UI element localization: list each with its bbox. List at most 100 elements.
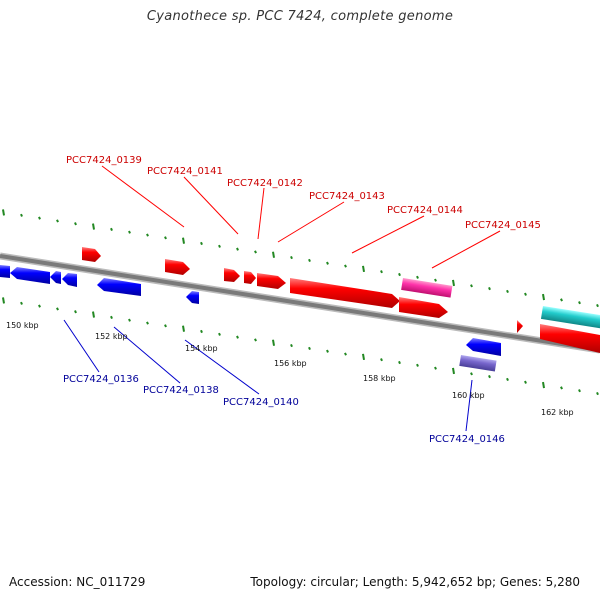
scale-label: 154 kbp (185, 344, 218, 353)
tick-mark (362, 353, 365, 361)
forward-gene[interactable] (290, 278, 400, 308)
tick-mark (74, 310, 77, 314)
tick-mark (38, 216, 41, 220)
reverse-gene[interactable] (50, 271, 61, 284)
rna-gene-purple[interactable] (459, 355, 497, 372)
tick-mark (434, 278, 437, 282)
tick-mark (200, 329, 203, 334)
genome-backbone (0, 252, 600, 354)
tick-mark (92, 223, 95, 230)
gene-label-pcc7424-0141[interactable]: PCC7424_0141 (147, 166, 223, 177)
tick-mark (290, 256, 293, 260)
reverse-gene[interactable] (62, 273, 77, 287)
tick-mark (146, 233, 149, 237)
tick-mark (506, 377, 509, 382)
forward-gene[interactable] (244, 271, 256, 284)
tick-mark (344, 352, 347, 356)
tick-mark (128, 318, 131, 322)
tick-mark (596, 303, 599, 308)
tick-mark (578, 389, 581, 393)
tick-mark (524, 380, 527, 384)
forward-gene[interactable] (224, 268, 240, 282)
gene-label-pcc7424-0136[interactable]: PCC7424_0136 (63, 374, 139, 385)
tick-mark (20, 301, 23, 305)
gene-label-pcc7424-0142[interactable]: PCC7424_0142 (227, 178, 303, 189)
tick-mark (146, 321, 149, 325)
tick-mark (56, 219, 59, 223)
forward-gene[interactable] (399, 297, 448, 318)
gene-label-pcc7424-0143[interactable]: PCC7424_0143 (309, 191, 385, 202)
reverse-gene[interactable] (186, 291, 199, 304)
reverse-tick-marks (2, 297, 599, 396)
forward-gene[interactable] (82, 247, 101, 262)
tick-mark (542, 293, 545, 301)
tick-mark (20, 213, 23, 217)
gene-label-pcc7424-0139[interactable]: PCC7424_0139 (66, 155, 142, 166)
tick-mark (560, 298, 563, 302)
tick-mark (272, 251, 275, 258)
gene-label-pcc7424-0146[interactable]: PCC7424_0146 (429, 434, 505, 445)
tick-mark (164, 236, 167, 240)
tick-mark (398, 272, 401, 277)
tick-mark (506, 289, 509, 294)
tick-mark (542, 381, 545, 389)
forward-genes (82, 247, 600, 353)
tick-mark (110, 315, 113, 319)
scale-label: 150 kbp (6, 321, 39, 330)
tick-mark (452, 367, 455, 375)
forward-tick-marks (2, 209, 599, 308)
tick-mark (200, 241, 203, 246)
tick-mark (326, 349, 329, 353)
tick-mark (380, 270, 383, 274)
tick-mark (398, 360, 401, 365)
forward-gene[interactable] (257, 273, 286, 289)
tick-mark (290, 344, 293, 348)
reverse-gene[interactable] (10, 267, 50, 284)
tick-mark (254, 250, 257, 254)
tick-mark (578, 301, 581, 305)
rna-gene-cyan[interactable] (540, 306, 600, 329)
genome-title: Cyanothece sp. PCC 7424, complete genome (146, 9, 454, 24)
tick-mark (2, 297, 5, 304)
tick-mark (434, 366, 437, 370)
gene-label-pcc7424-0144[interactable]: PCC7424_0144 (387, 205, 463, 216)
forward-leader-lines (101, 165, 501, 269)
tick-mark (182, 237, 185, 244)
tick-mark (92, 311, 95, 318)
tick-mark (38, 304, 41, 308)
tick-mark (488, 375, 491, 379)
tick-mark (470, 372, 473, 376)
tick-mark (452, 279, 455, 287)
gene-label-pcc7424-0140[interactable]: PCC7424_0140 (223, 397, 299, 408)
scale-label: 162 kbp (541, 408, 574, 417)
tick-mark (236, 247, 239, 251)
scale-label: 158 kbp (363, 374, 396, 383)
gene-label-pcc7424-0138[interactable]: PCC7424_0138 (143, 385, 219, 396)
tick-mark (308, 258, 311, 262)
tick-mark (164, 324, 167, 328)
reverse-leader-lines (63, 319, 473, 432)
tick-mark (128, 230, 131, 234)
tick-mark (236, 335, 239, 339)
tick-mark (308, 346, 311, 350)
tick-mark (416, 363, 419, 367)
tick-mark (596, 391, 599, 396)
forward-gene[interactable] (517, 320, 523, 333)
forward-gene[interactable] (165, 259, 190, 275)
genome-summary-text: Topology: circular; Length: 5,942,652 bp… (250, 575, 580, 589)
tick-mark (326, 261, 329, 265)
tick-mark (110, 227, 113, 231)
tick-mark (74, 222, 77, 226)
reverse-gene[interactable] (97, 278, 141, 296)
tick-mark (524, 292, 527, 296)
reverse-gene[interactable] (0, 265, 10, 278)
tick-mark (56, 307, 59, 311)
gene-label-pcc7424-0145[interactable]: PCC7424_0145 (465, 220, 541, 231)
tick-mark (218, 244, 221, 248)
reverse-gene[interactable] (466, 338, 501, 356)
scale-label: 152 kbp (95, 332, 128, 341)
rna-gene-magenta[interactable] (401, 278, 453, 298)
tick-mark (560, 386, 563, 390)
forward-gene[interactable] (540, 324, 600, 353)
